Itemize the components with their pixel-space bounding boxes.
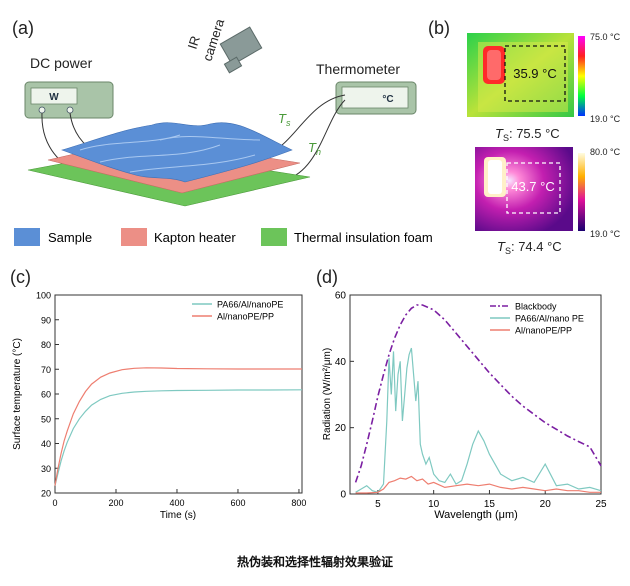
thermal-image-1: 35.9 °C 75.0 °C 19.0 °C [467,32,621,124]
color-scale-2 [578,153,585,231]
ytick-label: 60 [335,291,347,302]
measure-box-1 [504,45,566,102]
xtick-label: 10 [428,499,440,510]
th-label: Th [308,140,321,157]
panel-a-legend: Sample Kapton heater Thermal insulation … [14,228,433,246]
panel-b-label: (b) [428,18,450,38]
ytick-label: 50 [41,414,51,424]
legend-swatch-foam [261,228,287,246]
scale-max-2: 80.0 °C [590,147,621,157]
legend-label-2: Al/nanoPE/PP [515,326,572,336]
legend-swatch-kapton [121,228,147,246]
legend-label-1: Al/nanoPE/PP [217,312,274,322]
xtick-label: 20 [540,499,552,510]
series-line-0 [354,304,602,483]
series-line-1 [355,347,602,493]
chart-c-xlabel: Time (s) [160,510,196,521]
ytick-label: 60 [41,390,51,400]
ts-label: Ts [278,111,291,128]
ytick-label: 90 [41,315,51,325]
legend-label-0: PA66/Al/nanoPE [217,300,283,310]
legend-label-kapton: Kapton heater [154,230,236,245]
series-line-1 [54,367,302,486]
thermometer-device: °C [335,81,417,115]
ytick-label: 20 [335,423,347,434]
xtick-label: 800 [291,498,306,508]
chart-d-ylabel: Radiation (W/m²/μm) [322,348,333,440]
ytick-label: 40 [335,357,347,368]
sample-stack [27,122,311,207]
ytick-label: 80 [41,340,51,350]
xtick-label: 15 [484,499,496,510]
dc-power-supply: W [24,81,114,119]
scale-min-1: 19.0 °C [590,114,621,124]
color-scale-1 [578,36,585,116]
chart-d: 5 10 15 20 25 0 20 40 60 Blackbody PA66/Al/nano P… [322,291,607,522]
ytick-label: 100 [36,291,51,301]
scale-max-1: 75.0 °C [590,32,621,42]
ytick-label: 20 [41,489,51,499]
thermal-image-2: 43.7 °C 80.0 °C 19.0 °C [475,147,621,239]
legend-label-1: PA66/Al/nano PE [515,314,584,324]
series-line-2 [355,475,601,494]
ytick-label: 70 [41,365,51,375]
xtick-label: 400 [169,498,184,508]
chart-d-xlabel: Wavelength (μm) [434,509,518,521]
xtick-label: 5 [375,499,381,510]
xtick-label: 0 [52,498,57,508]
scale-min-2: 19.0 °C [590,229,621,239]
panel-a-label: (a) [12,18,34,38]
series-line-0 [54,389,303,486]
ytick-label: 0 [340,490,346,501]
chart-c-frame [54,294,303,494]
chart-c-ylabel: Surface temperature (°C) [12,338,23,450]
ts-value-2: TS: 74.4 °C [497,239,562,256]
ytick-label: 40 [41,439,51,449]
ir-camera-label-line1: IR [185,34,203,51]
ir-camera-icon [219,26,263,74]
box-temp-2: 43.7 °C [511,179,555,194]
dc-power-label: DC power [30,55,93,71]
figure-caption: 热伪装和选择性辐射效果验证 [237,554,393,569]
ytick-label: 30 [41,464,51,474]
chart-c: 0 200 400 600 800 20 30 40 50 60 70 80 90 100 PA66/Al… [12,291,306,522]
legend-label-foam: Thermal insulation foam [294,230,433,245]
legend-label-0: Blackbody [515,302,557,312]
ir-camera-label-line2: camera [200,16,228,63]
sample-layer [61,122,293,183]
ts-value-1: TS: 75.5 °C [495,126,560,143]
xtick-label: 200 [108,498,123,508]
xtick-label: 600 [230,498,245,508]
xtick-label: 25 [595,499,607,510]
legend-label-sample: Sample [48,230,92,245]
panel-d-label: (d) [316,267,338,287]
box-temp-1: 35.9 °C [513,66,557,81]
thermometer-display: °C [382,94,393,105]
thermometer-label: Thermometer [316,61,400,77]
chart-d-frame [349,294,602,495]
panel-c-label: (c) [10,267,31,287]
measure-box-2 [506,162,561,214]
dc-power-display: W [49,92,59,103]
legend-swatch-sample [14,228,40,246]
